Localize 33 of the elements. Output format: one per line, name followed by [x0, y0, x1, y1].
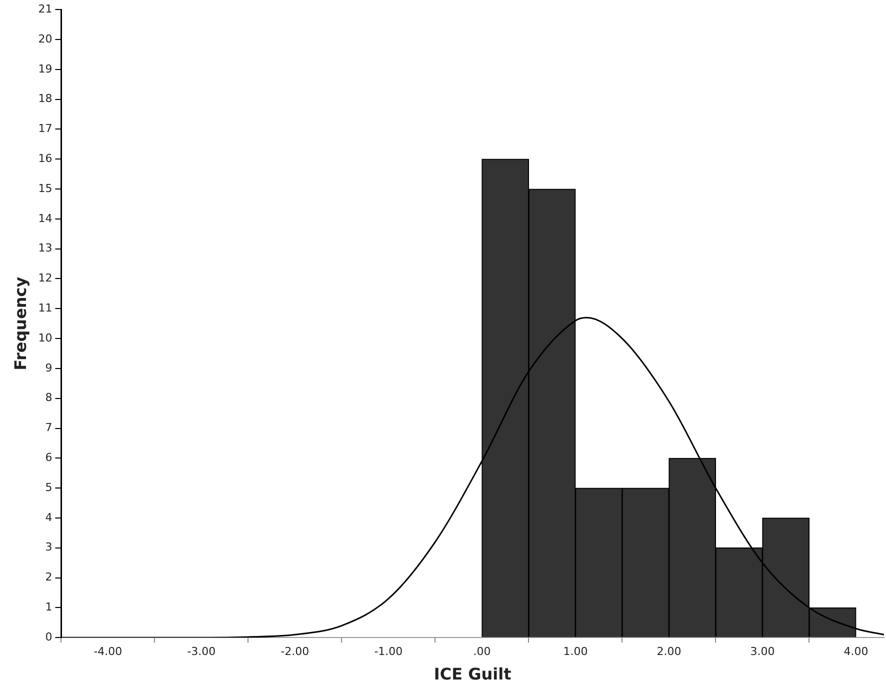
y-tick-label: 3 [45, 540, 52, 554]
x-tick-label: 4.00 [844, 645, 868, 658]
y-tick-label: 11 [38, 302, 52, 315]
x-tick-label: 3.00 [750, 645, 775, 658]
x-tick-label: -3.00 [187, 645, 216, 658]
y-tick-label: 4 [45, 510, 52, 524]
y-axis-title: Frequency [10, 276, 30, 370]
y-tick-label: 16 [38, 152, 52, 165]
y-tick-label: 20 [38, 32, 52, 46]
y-tick-label: 1 [45, 600, 52, 614]
y-tick-label: 7 [45, 421, 52, 434]
x-axis-title: ICE Guilt [434, 664, 512, 684]
y-tick-label: 19 [38, 62, 52, 76]
y-tick-label: 2 [45, 570, 52, 584]
y-tick-label: 18 [38, 92, 52, 106]
x-tick-label: -2.00 [280, 645, 310, 658]
y-tick-label: 15 [38, 182, 52, 195]
y-tick-label: 10 [38, 331, 52, 344]
x-tick-label: 2.00 [656, 645, 682, 658]
x-tick-label: -1.00 [374, 645, 403, 658]
y-tick-label: 12 [38, 272, 52, 285]
x-tick-label: -4.00 [94, 645, 122, 658]
x-tick-label: .00 [473, 645, 491, 658]
y-tick-label: 21 [38, 2, 52, 16]
y-tick-label: 17 [38, 122, 52, 136]
y-tick-label: 0 [45, 630, 52, 644]
y-tick-label: 5 [45, 480, 52, 494]
x-tick-label: 1.00 [563, 645, 588, 658]
y-tick-label: 14 [38, 212, 52, 225]
y-tick-label: 8 [45, 391, 52, 404]
y-tick-label: 9 [45, 361, 52, 374]
y-tick-label: 13 [38, 242, 52, 255]
y-tick-label: 6 [45, 451, 52, 464]
